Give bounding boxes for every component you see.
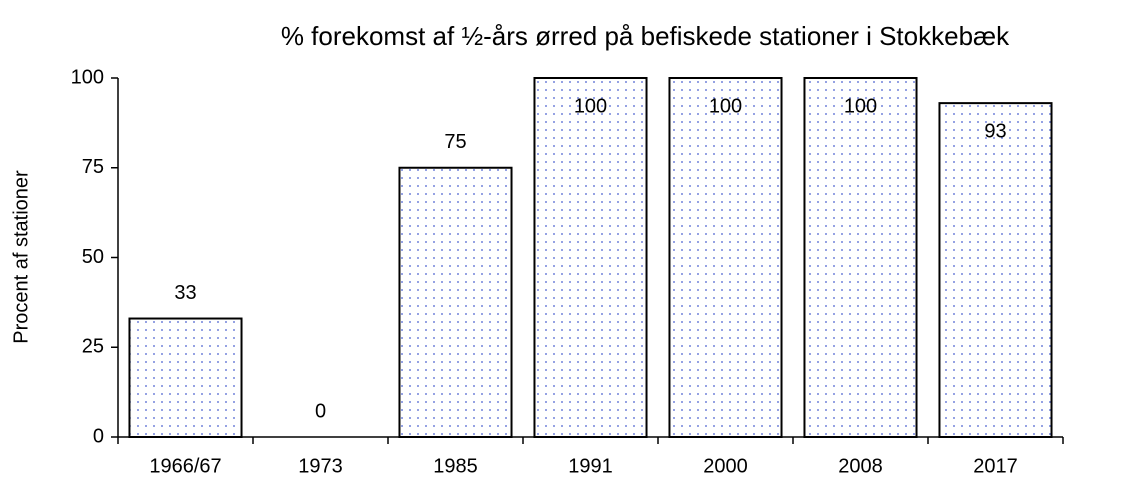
- chart-title: % forekomst af ½-års ørred på befiskede …: [281, 21, 1010, 51]
- data-label: 100: [709, 95, 742, 117]
- y-axis-label: Procent af stationer: [10, 170, 32, 344]
- data-label: 100: [844, 95, 877, 117]
- y-tick-label: 50: [82, 246, 104, 268]
- bar: [533, 77, 648, 438]
- x-tick-label: 2000: [703, 455, 748, 477]
- x-tick-label: 2008: [838, 455, 883, 477]
- x-tick-label: 1973: [298, 455, 343, 477]
- bar: [398, 166, 513, 438]
- x-tick-label: 1966/67: [149, 455, 221, 477]
- y-tick-label: 100: [71, 66, 104, 88]
- bar: [803, 77, 918, 438]
- data-label: 75: [444, 131, 466, 153]
- data-label: 93: [984, 120, 1006, 142]
- x-tick-label: 2017: [973, 455, 1018, 477]
- data-label: 33: [174, 282, 196, 304]
- data-label: 100: [574, 95, 607, 117]
- y-tick-label: 25: [82, 336, 104, 358]
- y-tick-label: 75: [82, 156, 104, 178]
- y-tick-label: 0: [93, 425, 104, 447]
- x-tick-label: 1991: [568, 455, 613, 477]
- bar: [668, 77, 783, 438]
- bar: [938, 102, 1053, 438]
- x-tick-label: 1985: [433, 455, 478, 477]
- data-label: 0: [315, 400, 326, 422]
- bar: [128, 317, 243, 438]
